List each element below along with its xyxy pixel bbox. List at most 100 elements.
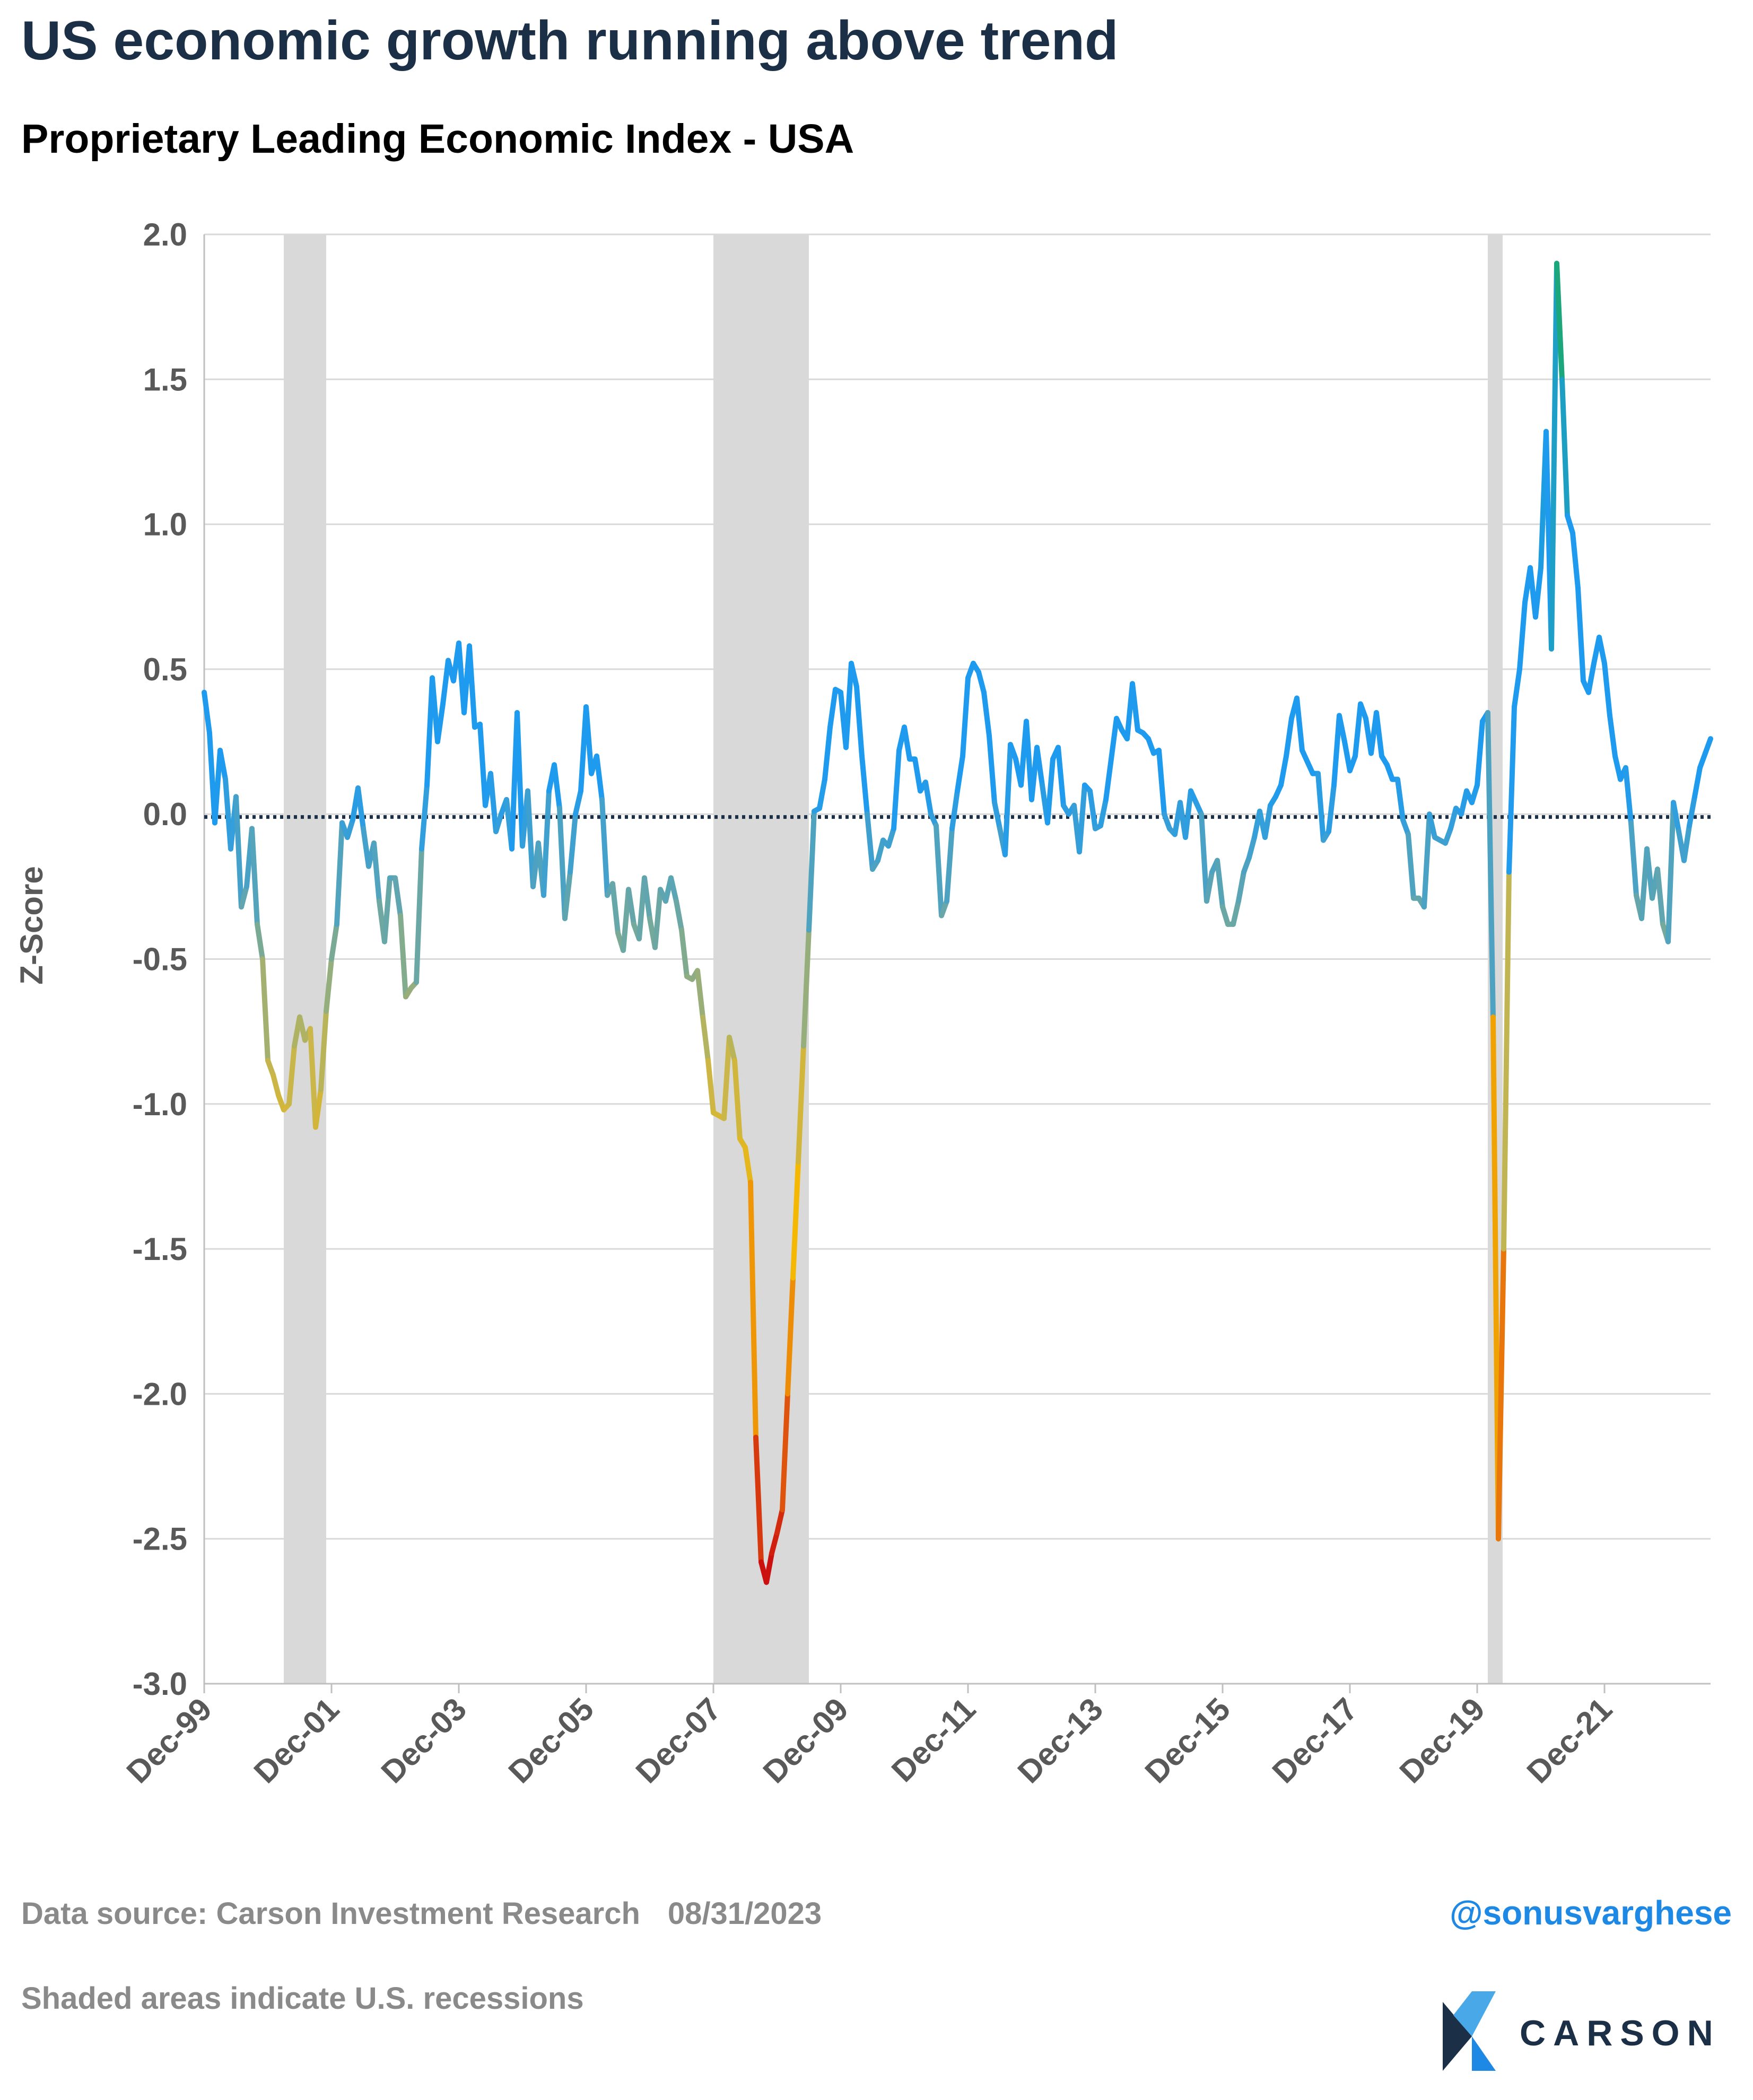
series-line-segment (1692, 765, 1703, 800)
y-tick-label: -3.0 (133, 1666, 187, 1702)
series-line-segment (414, 846, 424, 985)
z-score-series (202, 260, 1713, 1585)
series-line-segment (949, 788, 960, 832)
series-line-segment (912, 756, 923, 794)
series-line-segment (239, 883, 249, 910)
x-tick-label: Dec-11 (885, 1691, 982, 1789)
series-line-segment (594, 753, 605, 802)
series-line-segment (785, 1275, 796, 1397)
x-tick-label: Dec-07 (629, 1691, 728, 1790)
series-line-segment (1278, 753, 1289, 788)
series-line-segment (902, 724, 912, 762)
x-tick-label: Dec-13 (1011, 1691, 1110, 1790)
y-tick-label: -2.5 (133, 1521, 187, 1557)
series-line-segment (467, 643, 477, 730)
series-line-segment (1475, 719, 1485, 788)
series-line-segment (1469, 782, 1480, 806)
series-line-segment (1294, 695, 1305, 753)
series-line-segment (753, 1434, 764, 1565)
series-line-segment (477, 721, 488, 808)
series-line-segment (1665, 800, 1676, 944)
series-line-segment (732, 1057, 743, 1142)
gridlines (204, 233, 1711, 1540)
series-line-segment (1703, 736, 1713, 756)
series-line-segment (1607, 713, 1618, 759)
series-line-segment (345, 817, 355, 840)
series-line-segment (843, 660, 854, 750)
series-line-segment (202, 689, 212, 736)
series-line-segment (642, 875, 652, 921)
source-label: Data source: Carson Investment Research (21, 1896, 640, 1931)
series-line-segment (318, 1008, 329, 1092)
series-line-segment (859, 753, 870, 817)
series-line-segment (435, 701, 446, 745)
series-line-segment (1326, 782, 1337, 834)
x-tick-label: Dec-01 (247, 1691, 346, 1790)
carson-logo-icon (1443, 1991, 1496, 2071)
series-line-segment (1156, 747, 1167, 817)
series-line-segment (796, 1043, 806, 1165)
series-line-segment (1533, 565, 1543, 620)
series-line-segment (1087, 788, 1098, 832)
series-line-segment (599, 797, 610, 898)
x-tick-label: Dec-15 (1138, 1691, 1237, 1790)
series-line-segment (854, 684, 865, 759)
series-line-segment (1501, 869, 1512, 1252)
series-line-segment (1512, 666, 1522, 710)
series-line-segment (1421, 811, 1432, 910)
series-line-segment (249, 826, 260, 927)
series-line-segment (1559, 377, 1570, 519)
recession-note: Shaded areas indicate U.S. recessions (21, 1981, 584, 2016)
series-line-segment (806, 808, 817, 933)
series-line-segment (1655, 867, 1665, 927)
tick-labels: 2.01.51.00.50.0-0.5-1.0-1.5-2.0-2.5-3.0D… (120, 217, 1619, 1790)
series-line-segment (705, 1057, 716, 1116)
series-line-segment (1517, 600, 1528, 672)
series-line-segment (440, 658, 451, 707)
series-line-segment (260, 956, 271, 1063)
series-line-segment (934, 823, 944, 918)
series-line-segment (801, 927, 812, 1049)
series-line-segment (419, 782, 430, 852)
series-line-segment (743, 1144, 753, 1185)
series-line-segment (1353, 701, 1363, 759)
series-line-segment (525, 788, 536, 889)
series-line-segment (748, 1179, 758, 1440)
series-line-segment (1374, 710, 1384, 759)
series-line-segment (1199, 811, 1209, 904)
series-line-segment (944, 826, 955, 904)
series-line-segment (827, 687, 838, 730)
x-tick-label: Dec-19 (1393, 1691, 1492, 1790)
axes (203, 234, 1711, 1693)
series-line-segment (573, 788, 583, 817)
series-line-segment (1623, 765, 1634, 826)
series-line-segment (764, 1551, 774, 1585)
series-line-segment (329, 921, 339, 962)
series-line-segment (790, 1159, 801, 1281)
series-line-segment (695, 968, 705, 1020)
series-line-segment (212, 747, 223, 826)
series-line-segment (1130, 681, 1140, 733)
series-line-segment (955, 753, 965, 794)
series-line-segment (493, 811, 504, 834)
series-line-segment (1496, 1246, 1506, 1542)
series-line-segment (1204, 869, 1215, 904)
series-line-segment (286, 1043, 297, 1107)
series-line-segment (514, 710, 525, 849)
series-line-segment (1506, 704, 1517, 875)
series-line-segment (1395, 776, 1406, 823)
series-line-segment (700, 1014, 711, 1063)
series-line-segment (1231, 898, 1241, 927)
series-line-segment (355, 785, 366, 832)
y-tick-label: 2.0 (143, 217, 187, 252)
series-line-segment (334, 820, 345, 927)
chart-title: US economic growth running above trend (21, 10, 1119, 72)
series-line-segment (1331, 713, 1342, 788)
series-line-segment (992, 800, 1002, 832)
chart-subtitle: Proprietary Leading Economic Index - USA (21, 116, 854, 162)
series-line-segment (398, 913, 408, 1000)
series-line-segment (674, 898, 684, 933)
series-line-segment (308, 1026, 318, 1130)
series-line-segment (371, 840, 382, 904)
series-line-segment (255, 921, 265, 962)
